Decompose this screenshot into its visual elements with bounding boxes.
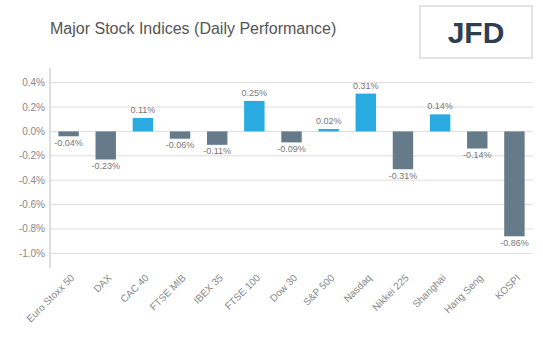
y-tick-label: 0.2% <box>22 102 45 113</box>
x-tick-label: KOSPI <box>493 272 522 301</box>
y-axis-line <box>50 68 51 268</box>
data-label: 0.25% <box>242 88 268 98</box>
data-label: -0.09% <box>277 144 306 154</box>
grid-line <box>50 155 533 156</box>
data-label: -0.86% <box>500 238 529 248</box>
x-tick-label: DAX <box>91 272 114 295</box>
bar <box>281 131 301 142</box>
grid-line <box>50 204 533 205</box>
grid-line <box>50 228 533 229</box>
x-tick-label: Dow 30 <box>268 272 300 304</box>
bars <box>58 94 524 237</box>
y-tick-label: 0.0% <box>22 126 45 137</box>
y-tick-label: -0.2% <box>19 150 45 161</box>
bar <box>356 94 376 132</box>
y-tick-label: 0.4% <box>22 77 45 88</box>
bar <box>393 131 413 169</box>
x-tick-label: CAC 40 <box>118 272 151 305</box>
logo: JFD <box>448 16 505 49</box>
x-tick-label: Hang Seng <box>442 272 485 315</box>
y-tick-label: -0.6% <box>19 199 45 210</box>
grid-line <box>50 82 533 83</box>
y-tick-label: -0.4% <box>19 175 45 186</box>
x-tick-label: Nasdaq <box>342 272 374 304</box>
bar <box>504 131 524 236</box>
x-tick-label: FTSE 100 <box>223 272 263 312</box>
bar <box>96 131 116 159</box>
bar <box>318 129 338 131</box>
data-label: -0.06% <box>166 140 195 150</box>
x-tick-label: Euro Stoxx 50 <box>24 272 77 325</box>
data-label: -0.31% <box>389 171 418 181</box>
data-label: 0.02% <box>316 116 342 126</box>
x-tick-label: Shanghai <box>410 272 448 310</box>
x-tick-label: IBEX 35 <box>191 272 225 306</box>
bar <box>207 131 227 144</box>
data-label: 0.31% <box>353 81 379 91</box>
data-label: 0.14% <box>427 101 453 111</box>
title: Major Stock Indices (Daily Performance) <box>50 20 336 37</box>
data-label: -0.04% <box>54 138 83 148</box>
grid-line <box>50 107 533 108</box>
bar <box>430 114 450 131</box>
logo-box <box>420 6 532 58</box>
bar <box>244 101 264 131</box>
x-tick-label: FTSE MIB <box>148 272 189 313</box>
bar <box>133 118 153 131</box>
bar <box>467 131 487 148</box>
bar <box>58 131 78 136</box>
data-label: -0.11% <box>203 146 231 156</box>
y-tick-label: -0.8% <box>19 223 45 234</box>
x-tick-label: Nikkei 225 <box>370 272 411 313</box>
chart: Major Stock Indices (Daily Performance) J… <box>0 0 543 351</box>
bar <box>170 131 190 138</box>
data-label: -0.14% <box>463 150 492 160</box>
y-tick-label: -1.0% <box>19 248 45 259</box>
data-label: -0.23% <box>91 161 120 171</box>
grid-line <box>50 253 533 254</box>
grid-line <box>50 180 533 181</box>
x-tick-label: S&P 500 <box>301 272 337 308</box>
data-label: 0.11% <box>130 105 155 115</box>
grid <box>50 83 533 254</box>
